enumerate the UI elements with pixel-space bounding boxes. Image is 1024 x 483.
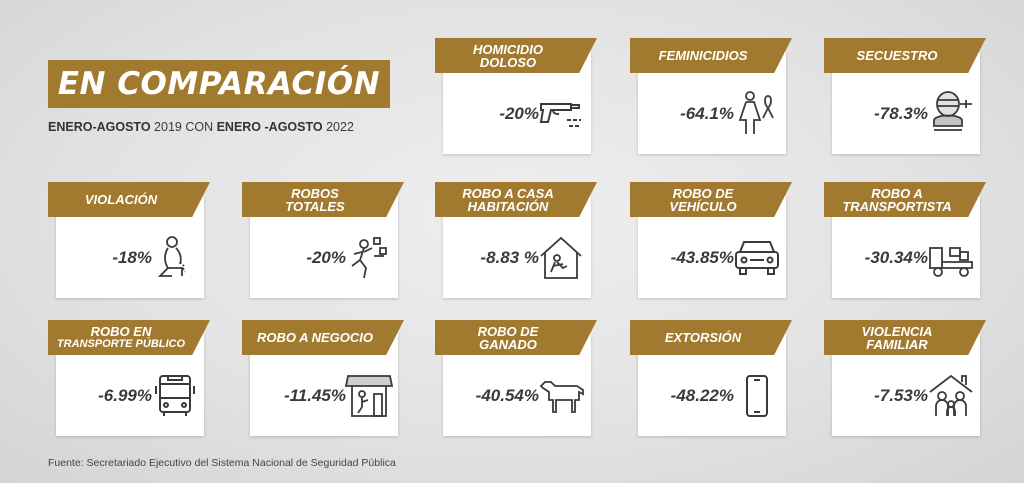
card-value: -8.83 % [480,248,539,267]
card-robo-ganado: ROBO DE GANADO -40.54% [435,320,597,436]
card-banner [824,320,986,355]
card-label: ROBOS TOTALES [246,182,384,217]
subtitle-connector: 2019 CON [150,120,217,134]
card-label: ROBO DE VEHÍCULO [634,182,772,217]
card-label: ROBO DE GANADO [439,320,577,355]
card-label: ROBO A CASA HABITACIÓN [439,182,577,217]
card-violencia-familiar: VIOLENCIA FAMILIAR -7.53% [824,320,986,436]
card-label: VIOLACIÓN [52,182,190,217]
smartphone-icon [732,372,782,420]
woman-ribbon-icon [732,90,782,138]
card-label: EXTORSIÓN [634,320,772,355]
card-label-line1: SECUESTRO [856,48,938,63]
page-title: EN COMPARACIÓN [57,66,381,102]
card-label: ROBO A NEGOCIO [246,320,384,355]
car-icon [732,234,782,282]
card-label-line1: ROBOS [291,185,339,201]
card-value: -7.53% [874,386,928,405]
card-banner [435,38,597,73]
card-value: -30.34% [864,248,928,267]
card-violacion: VIOLACIÓN -18% [48,182,210,298]
card-banner [48,182,210,217]
kneeling-victim-icon [150,234,200,282]
card-label-line2: DOLOSO [479,54,537,70]
card-label-line1: ROBO A [871,185,923,201]
card-label-line2: VEHÍCULO [669,198,737,214]
card-secuestro: SECUESTRO -78.3% [824,38,986,154]
truck-icon [926,234,976,282]
card-feminicidios: FEMINICIDIOS -64.1% [630,38,792,154]
card-label: ROBO A TRANSPORTISTA [828,182,966,217]
card-banner [824,182,986,217]
card-label-line1: VIOLENCIA [861,323,933,339]
subtitle-year-2: 2022 [322,120,354,134]
card-label-line2: TOTALES [285,198,345,214]
store-icon [344,372,394,420]
hostage-icon [926,90,976,138]
subtitle-period-1: ENERO-AGOSTO [48,120,151,134]
card-label-line1: HOMICIDIO [472,41,544,57]
card-banner [435,320,597,355]
card-label: VIOLENCIA FAMILIAR [828,320,966,355]
card-banner [48,320,210,355]
card-label-line1: FEMINICIDIOS [658,48,748,63]
card-banner [242,320,404,355]
subtitle: ENERO-AGOSTO 2019 CON ENERO -AGOSTO 2022 [48,120,354,134]
card-label: ROBO EN TRANSPORTE PÚBLICO [52,320,190,355]
card-value: -18% [112,248,152,267]
card-label-line2: TRANSPORTE PÚBLICO [56,338,186,350]
subtitle-period-2: ENERO -AGOSTO [216,120,323,134]
card-homicidio-doloso: HOMICIDIO DOLOSO -20% [435,38,597,154]
bus-icon [150,372,200,420]
card-value: -40.54% [475,386,539,405]
card-banner [630,320,792,355]
card-value: -48.22% [670,386,734,405]
card-value: -6.99% [98,386,152,405]
card-label-line2: HABITACIÓN [467,198,549,214]
card-label: HOMICIDIO DOLOSO [439,38,577,73]
card-label-line1: EXTORSIÓN [664,330,742,345]
card-label-line2: FAMILIAR [866,336,928,352]
card-value: -78.3% [874,104,928,123]
card-robo-negocio: ROBO A NEGOCIO -11.45% [242,320,404,436]
cow-icon [537,372,587,420]
card-label-line2: TRANSPORTISTA [842,198,952,214]
card-value: -20% [306,248,346,267]
card-label-line1: ROBO A NEGOCIO [256,330,374,345]
card-label-line2: GANADO [479,336,537,352]
card-label-line1: ROBO EN [90,324,152,339]
card-value: -20% [499,104,539,123]
card-banner [824,38,986,73]
card-robo-transporte-publico: ROBO EN TRANSPORTE PÚBLICO -6.99% [48,320,210,436]
source-footer: Fuente: Secretariado Ejecutivo del Siste… [48,457,396,469]
card-banner [630,38,792,73]
title-banner: EN COMPARACIÓN [48,60,390,108]
card-label-line1: ROBO DE [672,185,734,201]
card-label: SECUESTRO [828,38,966,73]
card-banner [630,182,792,217]
card-label-line1: ROBO DE [477,323,539,339]
card-label-line1: VIOLACIÓN [84,192,158,207]
card-label: FEMINICIDIOS [634,38,772,73]
card-value: -43.85% [670,248,734,267]
running-thief-icon [344,234,394,282]
card-value: -64.1% [680,104,734,123]
card-extorsion: EXTORSIÓN -48.22% [630,320,792,436]
house-burglar-icon [537,234,587,282]
card-robo-transportista: ROBO A TRANSPORTISTA -30.34% [824,182,986,298]
card-banner [242,182,404,217]
card-robo-casa-habitacion: ROBO A CASA HABITACIÓN -8.83 % [435,182,597,298]
gun-icon [537,90,587,138]
card-robo-vehiculo: ROBO DE VEHÍCULO -43.85% [630,182,792,298]
card-robos-totales: ROBOS TOTALES -20% [242,182,404,298]
card-value: -11.45% [283,386,346,405]
card-label-line1: ROBO A CASA [462,185,554,201]
card-banner [435,182,597,217]
family-house-icon [926,372,976,420]
